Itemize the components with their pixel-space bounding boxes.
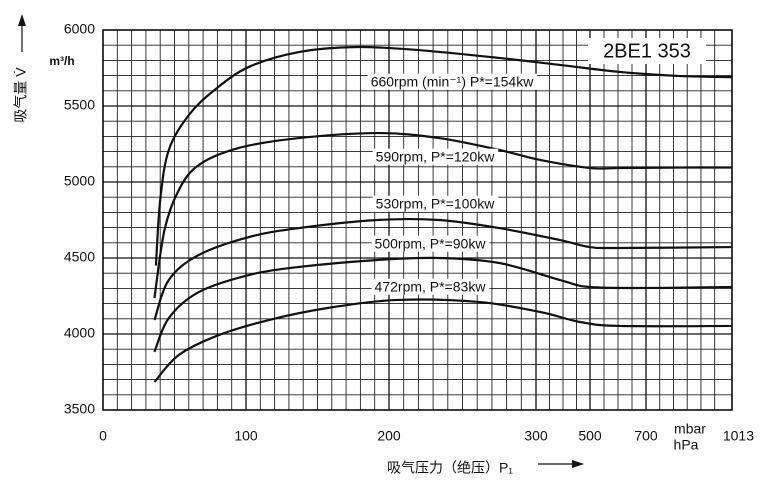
curve-label: 590rpm, P*=120kw — [376, 149, 496, 165]
curve-label: 530rpm, P*=100kw — [376, 196, 496, 212]
y-unit: m³/h — [49, 54, 74, 68]
y-tick-label: 3500 — [64, 401, 95, 417]
y-tick-label: 4500 — [64, 249, 95, 265]
curve-label: 472rpm, P*=83kw — [375, 279, 487, 295]
curve-label: 500rpm, P*=90kw — [375, 236, 487, 252]
x-tick-label: 200 — [377, 428, 401, 444]
x-tick-label: 700 — [634, 428, 658, 444]
y-tick-label: 5500 — [64, 97, 95, 113]
y-tick-label: 5000 — [64, 173, 95, 189]
x-tick-label: 1013 — [723, 428, 754, 444]
title-box — [588, 38, 706, 64]
chart-title: 2BE1 353 — [603, 40, 691, 62]
y-arrow-head — [18, 14, 26, 26]
curve — [153, 131, 733, 299]
curve-label-bg — [372, 148, 499, 165]
x-tick-label: 500 — [578, 428, 602, 444]
curve-label-bg — [371, 235, 490, 252]
x-tick-label: 0 — [99, 428, 107, 444]
curve-label-bg — [367, 73, 538, 90]
plot-frame — [102, 29, 733, 411]
curve-label-bg — [371, 278, 490, 295]
curve — [154, 45, 733, 266]
curve — [153, 217, 733, 321]
y-tick-label: 4000 — [64, 325, 95, 341]
x-arrow-head — [572, 460, 584, 468]
x-axis-label: 吸气压力（绝压）P₁ — [387, 460, 513, 476]
y-tick-label: 6000 — [64, 21, 95, 37]
x-unit: mbar — [674, 421, 706, 437]
curve-label-bg — [372, 195, 499, 212]
x-tick-label: 300 — [524, 428, 548, 444]
y-axis-label: 吸气量 V̇ — [13, 67, 29, 123]
curve — [153, 298, 733, 383]
curve — [153, 256, 733, 353]
curves — [153, 45, 733, 383]
x-unit: hPa — [674, 437, 699, 453]
curve-label: 660rpm (min⁻¹) P*=154kw — [371, 74, 535, 90]
x-tick-label: 100 — [234, 428, 258, 444]
